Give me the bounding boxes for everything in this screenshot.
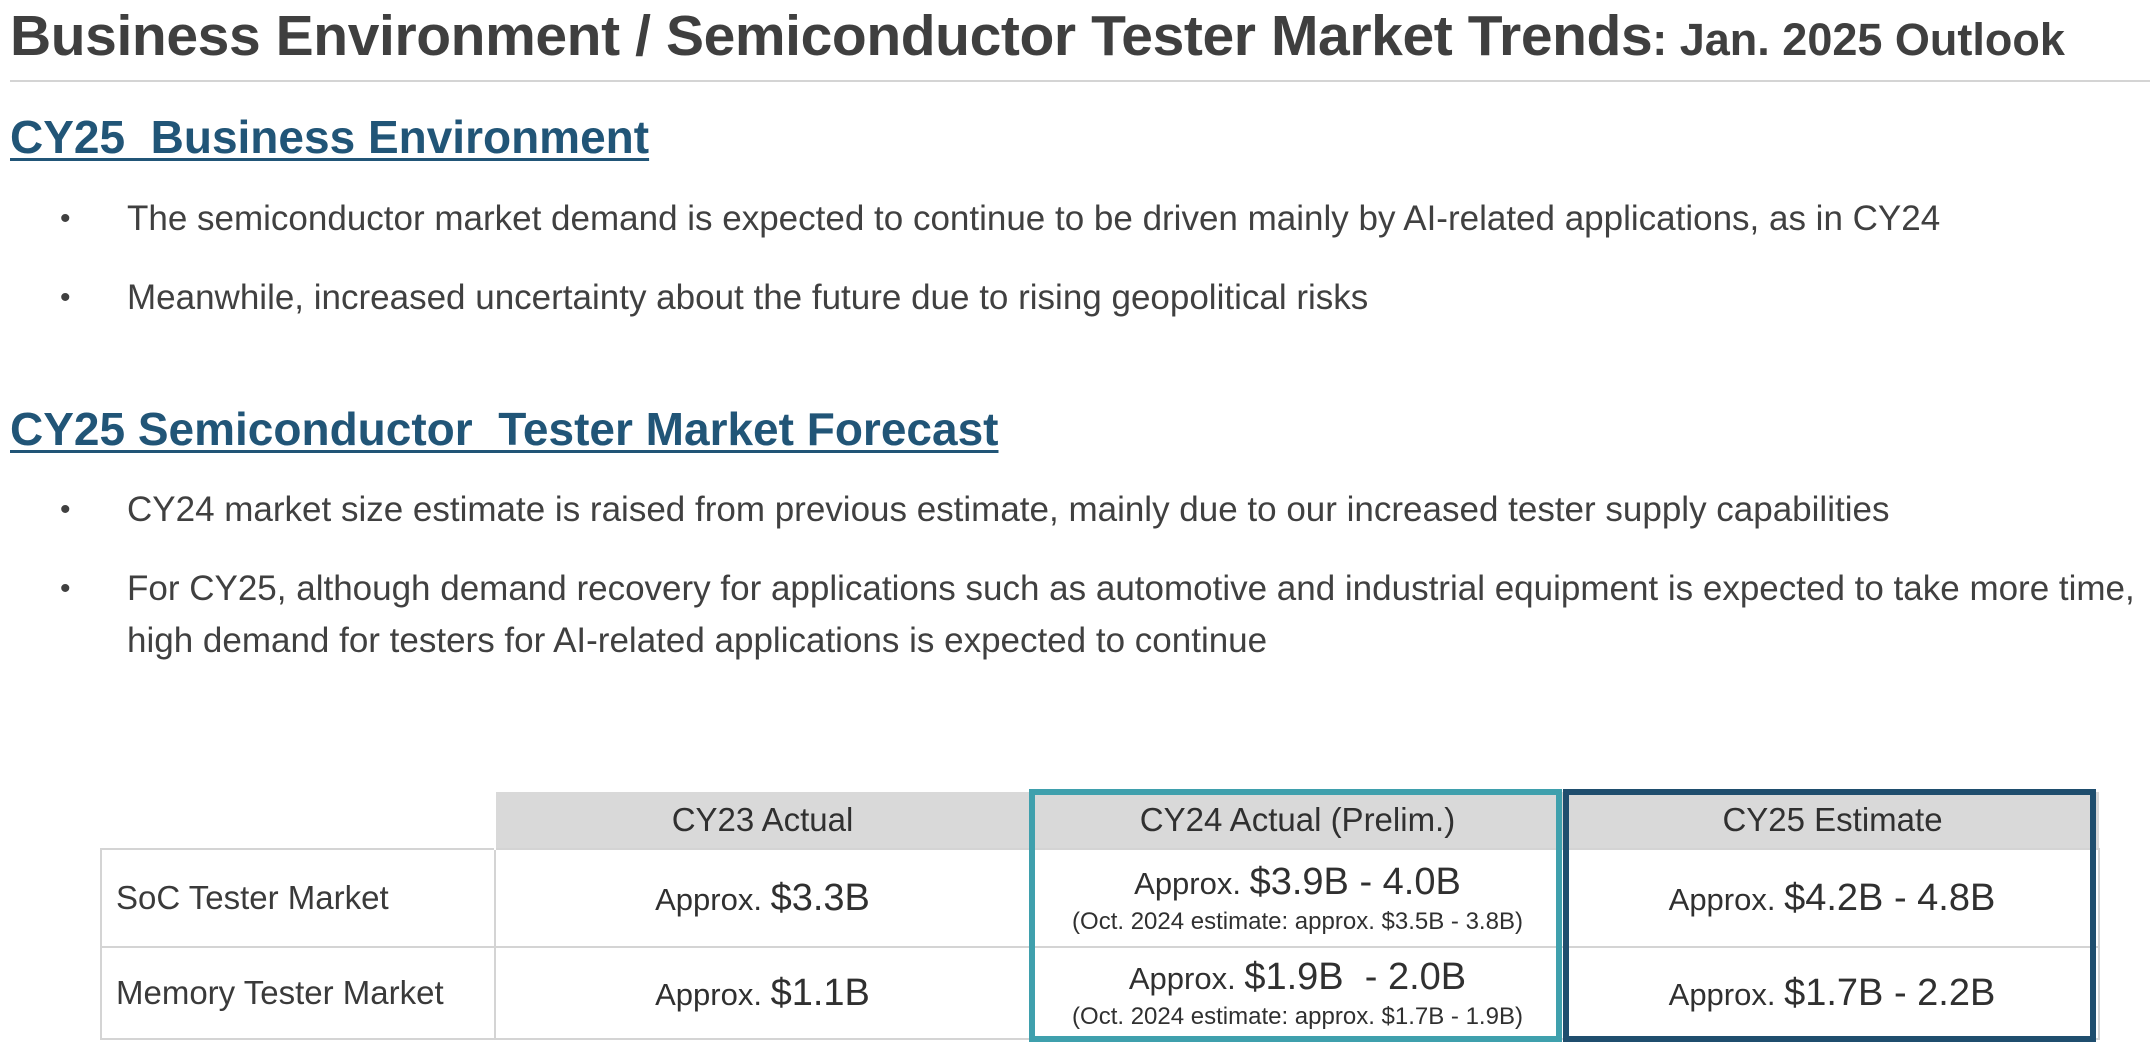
row-label-memory: Memory Tester Market [100,946,496,1040]
tester-market-forecast-heading: CY25 Semiconductor Tester Market Forecas… [10,403,999,455]
bullet-dot: • [60,493,71,526]
title-suffix: : Jan. 2025 Outlook [1652,14,2065,65]
bullet-item: • Meanwhile, increased uncertainty about … [0,272,2152,324]
bullet-text: Meanwhile, increased uncertainty about t… [127,278,1369,317]
bullet-text: CY24 market size estimate is raised from… [127,490,1890,529]
table-row: SoC Tester Market Approx. $3.3B Approx. … [100,848,2100,948]
bullet-dot: • [60,572,71,605]
title-divider [10,80,2150,82]
approx-prefix: Approx. [655,881,771,917]
market-value: $4.2B - 4.8B [1784,876,1996,919]
bullet-item: • For CY25, although demand recovery for … [0,563,2152,667]
bullet-text: The semiconductor market demand is expec… [127,199,1941,238]
page-title: Business Environment / Semiconductor Tes… [10,4,2065,72]
market-value: $3.9B - 4.0B [1249,860,1461,903]
column-header-cy23: CY23 Actual [494,792,1030,849]
approx-prefix: Approx. [1668,976,1785,1012]
business-environment-bullets: • The semiconductor market demand is expe… [0,193,2152,351]
cell-memory-cy25: Approx. $1.7B - 2.2B [1564,946,2100,1040]
bullet-dot: • [60,202,71,235]
bullet-dot: • [60,281,71,314]
cell-soc-cy23: Approx. $3.3B [494,848,1031,948]
approx-prefix: Approx. [1128,960,1245,996]
market-value: $1.9B - 2.0B [1244,955,1467,998]
market-value: $3.3B [770,876,870,919]
previous-estimate-note: (Oct. 2024 estimate: approx. $3.5B - 3.8… [1072,907,1523,935]
approx-prefix: Approx. [1668,881,1785,917]
approx-prefix: Approx. [655,976,771,1012]
title-main: Business Environment / Semiconductor Tes… [10,4,1653,68]
column-header-cy25: CY25 Estimate [1564,792,2099,849]
column-header-cy24: CY24 Actual (Prelim.) [1029,792,1565,849]
market-value: $1.1B [770,971,870,1014]
business-environment-heading: CY25 Business Environment [10,111,650,163]
cell-memory-cy23: Approx. $1.1B [494,946,1031,1040]
table-row: Memory Tester Market Approx. $1.1B Appro… [100,946,2100,1040]
row-label-soc: SoC Tester Market [100,848,496,948]
cell-soc-cy25: Approx. $4.2B - 4.8B [1564,848,2100,948]
market-value: $1.7B - 2.2B [1784,971,1996,1014]
previous-estimate-note: (Oct. 2024 estimate: approx. $1.7B - 1.9… [1072,1002,1523,1030]
table-header-row: CY23 Actual CY24 Actual (Prelim.) CY25 E… [101,792,2099,849]
cell-memory-cy24: Approx. $1.9B - 2.0B (Oct. 2024 estimate:… [1029,946,1566,1040]
bullet-item: • CY24 market size estimate is raised fro… [0,484,2152,536]
approx-prefix: Approx. [1134,865,1250,901]
tester-market-forecast-bullets: • CY24 market size estimate is raised fro… [0,484,2152,694]
cell-soc-cy24: Approx. $3.9B - 4.0B (Oct. 2024 estimate:… [1029,848,1566,948]
tester-market-table: CY23 Actual CY24 Actual (Prelim.) CY25 E… [100,792,2100,1040]
bullet-item: • The semiconductor market demand is expe… [0,193,2152,245]
bullet-text: For CY25, although demand recovery for a… [127,569,2135,660]
table-corner-cell [101,792,495,849]
